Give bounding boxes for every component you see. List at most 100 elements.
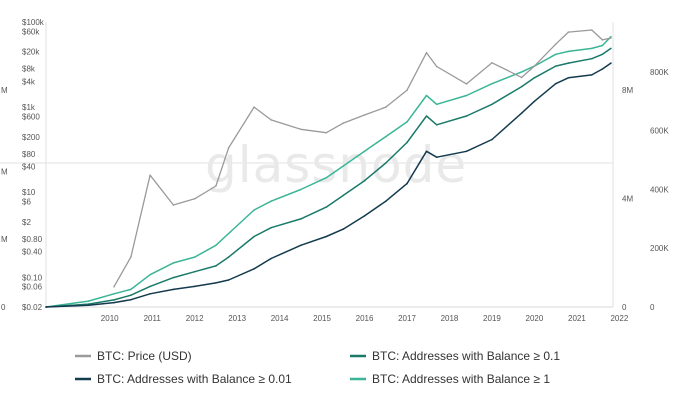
data-point [149,293,151,295]
data-point [533,100,536,103]
y-mid-tick-label: 8M [622,86,633,95]
data-point [465,150,468,153]
data-point [601,68,604,70]
data-point [435,65,438,68]
data-point [193,285,196,288]
tick-layer: 2010 2011 2012 2013 2014 2015 2016 2017 2018 2019… [1,18,669,323]
data-point [172,262,175,264]
y-edge-tick-label: 0 [1,303,6,312]
data-point [172,288,175,291]
data-point [406,89,408,91]
data-point [610,37,612,39]
data-point [300,244,302,247]
data-point [215,265,217,267]
data-point [533,65,536,67]
y-left-tick-label: $2 [22,218,31,227]
watermark: glassnode [205,136,467,194]
data-point [342,122,345,124]
data-point [215,185,217,187]
data-point [567,31,570,33]
legend-label: BTC: Addresses with Balance ≥ 0.01 [97,372,292,386]
data-point [270,200,272,202]
data-point [227,232,230,235]
y-left-tick-label: $8k [22,65,36,74]
data-point [533,77,536,79]
data-point [465,115,468,117]
data-point [300,188,302,191]
legend-label: BTC: Addresses with Balance ≥ 1 [372,372,550,386]
x-tick-label: 2022 [610,314,628,323]
y-right-tick-label: 200K [650,244,669,253]
data-point [554,53,557,56]
series-line-btc-addresses-with-balance-0-1 [45,47,612,308]
x-tick-label: 2016 [356,314,374,323]
data-point [567,50,570,53]
data-point [425,51,428,54]
y-left-tick-label: $80 [22,150,36,159]
x-tick-label: 2010 [101,314,119,323]
x-tick-label: 2012 [186,314,204,323]
data-point [253,268,255,270]
y-left-tick-label: $100k [22,18,45,27]
data-point [385,162,387,164]
y-left-tick-label: $0.02 [22,303,43,312]
data-point [270,226,272,229]
y-left-tick-label: $60k [22,27,40,36]
y-left-tick-label: $1k [22,103,36,112]
y-edge-tick-label: M [1,86,8,95]
data-point [253,209,255,211]
data-point [591,57,593,60]
data-point [601,39,604,41]
data-point [491,62,493,64]
series-layer [45,29,612,308]
series-line-btc-price-usd [113,29,612,288]
x-tick-label: 2020 [526,314,544,323]
y-mid-tick-label: 4M [622,194,633,203]
data-point [253,106,255,108]
data-point [601,53,604,56]
data-point [113,301,115,304]
y-right-tick-label: 600K [650,127,669,136]
data-point [406,121,408,123]
y-left-tick-label: $20k [22,48,40,57]
data-point [270,119,272,121]
data-point [435,103,438,106]
data-point [363,179,366,182]
data-point [113,299,115,301]
data-point [270,257,272,260]
data-point [113,285,115,288]
y-left-tick-label: $0.80 [22,235,43,244]
y-left-tick-label: $40 [22,163,36,172]
data-point [520,85,523,88]
data-point [342,165,345,167]
data-point [227,279,230,281]
data-point [591,47,593,50]
y-edge-tick-label: M [1,235,8,244]
data-point [325,235,328,238]
data-point [130,298,132,301]
data-point [465,83,468,85]
data-point [425,150,428,153]
data-point [300,218,302,220]
data-point [193,270,196,273]
data-point [601,44,604,47]
data-point [591,74,593,76]
data-point [215,244,217,247]
data-point [520,71,523,73]
data-point [406,141,408,144]
data-point [610,35,612,38]
y-left-tick-label: $10 [22,188,36,197]
x-tick-label: 2015 [313,314,331,323]
data-point [325,206,328,208]
y-mid-tick-label: 0 [622,303,627,312]
data-point [172,276,175,279]
data-point [325,176,328,179]
data-point [87,304,90,307]
y-left-tick-label: $0.40 [22,248,43,257]
y-left-tick-label: $600 [22,113,40,122]
data-point [435,156,438,158]
data-point [385,106,387,108]
legend-label: BTC: Price (USD) [97,349,192,363]
